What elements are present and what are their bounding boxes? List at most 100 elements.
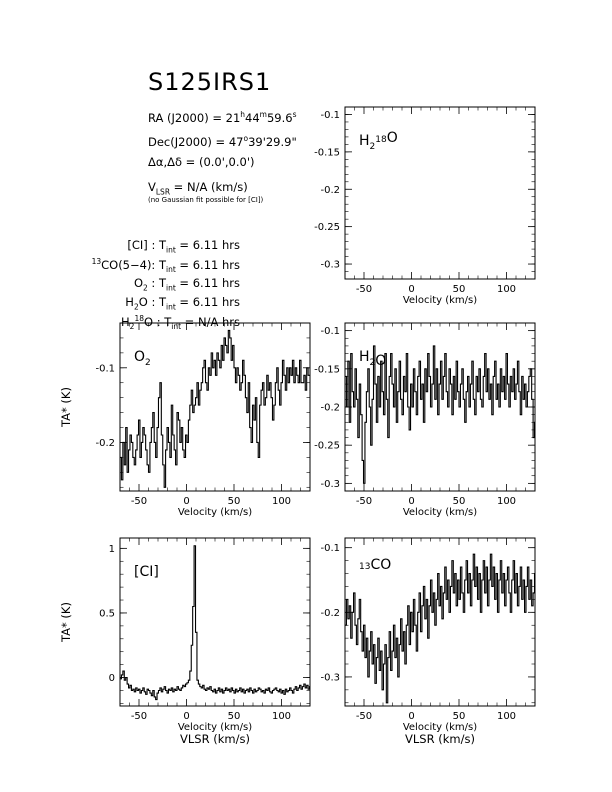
offset-text: Δα,Δδ = (0.0',0.0'): [148, 155, 255, 169]
tint-sub: int: [166, 302, 176, 312]
tint-value: = 6.11 hrs: [175, 295, 240, 309]
dec-rest: 39'29.9": [248, 134, 297, 149]
tint-row: 13CO(5−4): Tint = 6.11 hrs: [0, 257, 240, 274]
y-tick-label: -0.2: [320, 403, 340, 414]
panel-label: O2: [134, 349, 151, 368]
gaussian-note: (no Gaussian fit possible for [CI]): [148, 196, 264, 204]
tint-sub: int: [171, 322, 182, 332]
species-label: [CI] : T: [127, 238, 166, 252]
vlsr-rest: = N/A (km/s): [170, 180, 248, 194]
species-label: H: [125, 295, 134, 309]
species-label: CO(5−4): T: [101, 257, 166, 272]
tint-value: = 6.11 hrs: [175, 276, 240, 290]
y-tick-label: 0.5: [99, 608, 115, 619]
species-after: O : T: [138, 295, 166, 309]
vlsr-text: VLSR = N/A (km/s): [148, 180, 248, 196]
tint-row: H218O : Tint = N/A hrs: [0, 314, 240, 331]
y-tick-label: -0.1: [95, 363, 115, 374]
x-tick-label: 50: [228, 711, 241, 722]
y-tick-label: -0.1: [320, 543, 340, 554]
species-after: : T: [147, 276, 166, 290]
y-tick-label: -0.2: [95, 438, 115, 449]
x-tick-label: 0: [183, 711, 189, 722]
x-tick-label: 50: [453, 711, 466, 722]
spectrum-line: [120, 329, 310, 488]
ra-s-sup: s: [292, 110, 297, 119]
page-title: S125IRS1: [148, 68, 272, 96]
tint-sub: int: [166, 265, 176, 275]
x-axis-label: Velocity (km/s): [178, 507, 252, 518]
species-sub: 2: [133, 302, 139, 312]
x-tick-label: -50: [356, 711, 372, 722]
y-tick-label: -0.2: [320, 185, 340, 196]
tint-row: H2O : Tint = 6.11 hrs: [0, 295, 240, 311]
x-axis-label: Velocity (km/s): [403, 507, 477, 518]
species-label: O: [133, 276, 143, 290]
x-tick-label: 0: [408, 711, 414, 722]
x-axis-label: Velocity (km/s): [403, 722, 477, 733]
species-sup: 18: [134, 314, 144, 323]
tint-sub: int: [166, 245, 176, 255]
x-tick-label: 100: [497, 284, 516, 295]
x-tick-label: 50: [228, 496, 241, 507]
tint-value: = 6.11 hrs: [175, 238, 240, 252]
y-tick-label: -0.15: [314, 364, 340, 375]
x-tick-label: -50: [356, 496, 372, 507]
vlsr-axis-label: VLSR (km/s): [405, 732, 475, 746]
ra-h-sup: h: [240, 110, 246, 119]
vlsr-sub: LSR: [155, 187, 171, 197]
panel-label: H218O: [359, 130, 398, 152]
species-label: H: [121, 314, 130, 329]
x-tick-label: 0: [408, 284, 414, 295]
y-tick-label: -0.1: [320, 326, 340, 337]
spectrum-line: [345, 553, 536, 704]
x-tick-label: 0: [408, 496, 414, 507]
dec-deg-sup: o: [243, 134, 249, 143]
x-tick-label: -50: [131, 711, 147, 722]
dec-label: Dec(J2000) = 47: [148, 134, 244, 149]
tint-value: = 6.11 hrs: [175, 257, 240, 272]
ra-sec: 59.6: [266, 110, 293, 125]
y-tick-label: 0: [109, 673, 115, 684]
x-tick-label: -50: [131, 496, 147, 507]
tint-row: O2 : Tint = 6.11 hrs: [0, 276, 240, 292]
y-axis-label: TA* (K): [59, 602, 73, 643]
x-tick-label: -50: [356, 284, 372, 295]
x-axis-label: Velocity (km/s): [403, 295, 477, 306]
y-tick-label: 1: [109, 544, 115, 555]
species-sub: 2: [143, 283, 148, 293]
tint-sub: int: [166, 283, 176, 293]
vlsr-v: V: [148, 180, 156, 194]
x-tick-label: 100: [272, 496, 291, 507]
ra-text: RA (J2000) = 21h44m59.6s: [148, 110, 297, 125]
y-tick-label: -0.3: [320, 672, 340, 683]
y-tick-label: -0.2: [320, 608, 340, 619]
y-tick-label: -0.3: [320, 479, 340, 490]
x-tick-label: 100: [497, 711, 516, 722]
ra-label: RA (J2000) = 21: [148, 110, 241, 125]
ra-m-sup: m: [259, 110, 267, 119]
y-tick-label: -0.25: [314, 441, 340, 452]
x-tick-label: 0: [183, 496, 189, 507]
plot-frame: [344, 106, 536, 280]
x-axis-label: Velocity (km/s): [178, 722, 252, 733]
tint-value: = N/A hrs: [181, 314, 240, 329]
spectrum-line: [120, 545, 311, 701]
x-tick-label: 100: [272, 711, 291, 722]
x-tick-label: 50: [453, 284, 466, 295]
species-sub: 2: [129, 322, 135, 332]
panel-label: [CI]: [134, 564, 159, 580]
y-axis-label: TA* (K): [59, 387, 73, 428]
panel-label: 13CO: [359, 557, 391, 573]
x-tick-label: 100: [497, 496, 516, 507]
y-tick-label: -0.3: [320, 260, 340, 271]
x-tick-label: 50: [453, 496, 466, 507]
y-tick-label: -0.1: [320, 110, 340, 121]
dec-text: Dec(J2000) = 47o39'29.9": [148, 134, 297, 149]
vlsr-axis-label: VLSR (km/s): [180, 732, 250, 746]
y-tick-label: -0.25: [314, 222, 340, 233]
ra-mid: 44: [245, 110, 260, 125]
y-tick-label: -0.15: [314, 147, 340, 158]
species-after: O : T: [143, 314, 172, 329]
spectrum-line: [345, 345, 536, 484]
